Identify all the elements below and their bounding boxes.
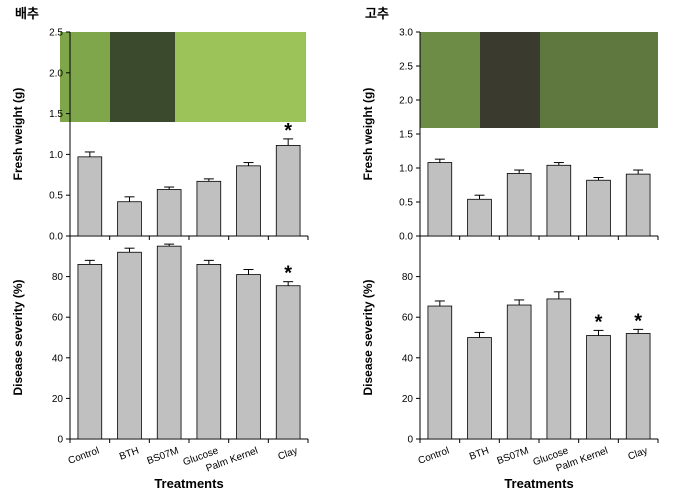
y-tick-label: 0.5 xyxy=(399,198,413,209)
y-tick-label: 0.5 xyxy=(49,191,63,202)
bar xyxy=(546,298,572,440)
bar xyxy=(467,198,492,237)
bar xyxy=(156,189,182,237)
photo-right xyxy=(420,32,658,128)
bar xyxy=(117,201,142,237)
bar xyxy=(506,173,532,237)
bar xyxy=(77,156,103,237)
y-tick-label: 0.0 xyxy=(399,232,413,243)
y-tick-label: 60 xyxy=(402,313,414,324)
bar xyxy=(427,162,453,237)
y-tick-label: 1.5 xyxy=(399,130,413,141)
bar xyxy=(117,251,142,440)
bar xyxy=(586,179,611,237)
x-axis-label: Treatments xyxy=(154,476,223,491)
significance: * xyxy=(595,311,603,333)
y-tick-label: 3.0 xyxy=(399,28,413,39)
y-tick-label: 1.0 xyxy=(49,150,63,161)
y-tick-label: 2.0 xyxy=(49,68,63,79)
bar xyxy=(625,333,651,440)
y-tick-label: 1.5 xyxy=(49,109,63,120)
panel-title: 고추 xyxy=(365,6,389,21)
bar xyxy=(625,173,651,237)
significance: * xyxy=(634,310,642,332)
y-axis-label: Fresh weight (g) xyxy=(361,88,375,181)
significance: * xyxy=(284,120,292,142)
bar xyxy=(77,264,103,440)
y-tick-label: 0 xyxy=(407,435,413,446)
y-tick-label: 0 xyxy=(57,435,63,446)
y-tick-label: 2.5 xyxy=(49,28,63,39)
bar xyxy=(275,145,301,237)
y-tick-label: 20 xyxy=(402,394,414,405)
y-tick-label: 0.0 xyxy=(49,232,63,243)
bar xyxy=(236,165,261,237)
panel-title: 배추 xyxy=(15,6,39,21)
bar xyxy=(586,335,611,440)
y-tick-label: 80 xyxy=(402,272,414,283)
bar xyxy=(156,245,182,440)
y-axis-label: Disease severity (%) xyxy=(11,279,25,395)
bar xyxy=(275,285,301,440)
bar xyxy=(196,180,222,237)
y-axis-label: Disease severity (%) xyxy=(361,279,375,395)
y-tick-label: 2.0 xyxy=(399,96,413,107)
y-axis-label: Fresh weight (g) xyxy=(11,88,25,181)
x-axis-label: Treatments xyxy=(504,476,573,491)
bar xyxy=(236,274,261,440)
bar xyxy=(467,337,492,440)
bar xyxy=(427,305,453,440)
y-tick-label: 2.5 xyxy=(399,62,413,73)
photo-left xyxy=(60,32,306,122)
y-tick-label: 40 xyxy=(402,353,414,364)
y-tick-label: 1.0 xyxy=(399,164,413,175)
y-tick-label: 60 xyxy=(52,313,64,324)
bar xyxy=(546,164,572,237)
y-tick-label: 20 xyxy=(52,394,64,405)
bar xyxy=(196,264,222,440)
y-tick-label: 80 xyxy=(52,272,64,283)
y-tick-label: 40 xyxy=(52,353,64,364)
bar xyxy=(506,304,532,440)
significance: * xyxy=(284,263,292,285)
